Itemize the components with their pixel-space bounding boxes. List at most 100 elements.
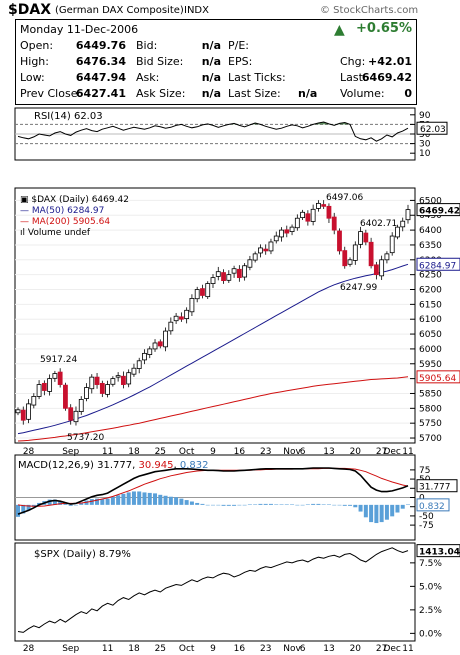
x-axis-label-bottom: 16 (234, 644, 246, 654)
macd-histogram-bar (116, 495, 121, 505)
quote-label: Last: (340, 71, 367, 84)
spx-last-box (416, 544, 460, 558)
close-box (416, 203, 460, 217)
candle (131, 367, 137, 375)
ma50-line (17, 263, 409, 435)
macd-histogram-bar (16, 504, 20, 517)
macd-histogram-bar (126, 492, 131, 505)
price-tick-label: 5800 (419, 404, 442, 414)
x-axis-label: 13 (323, 447, 334, 457)
macd-title: MACD(12,26,9) 31.777, 30.945, 0.832 (18, 460, 208, 471)
price-tick-label: 5750 (419, 419, 442, 429)
price-tick-label: 6500 (419, 196, 442, 206)
macd-histogram-bar (226, 504, 231, 506)
macd-histogram-bar (274, 504, 279, 505)
price-tick-label: 6150 (419, 300, 442, 310)
price-annotation: 6247.99 (340, 283, 377, 293)
candle (136, 360, 142, 369)
macd-tick-label: -50 (419, 512, 434, 522)
price-tick-label: 6050 (419, 330, 442, 340)
x-axis-label: 23 (260, 447, 271, 457)
ma200-line (17, 376, 409, 442)
spx-panel-frame (14, 542, 416, 642)
macd-histogram-bar (284, 504, 289, 505)
macd-histogram-bar (237, 504, 242, 506)
x-axis-label: 6 (300, 447, 306, 457)
x-axis-label-bottom: 23 (260, 644, 271, 654)
macd-histogram-bar (174, 497, 179, 505)
candle (326, 205, 332, 219)
macd-histogram-bar (400, 504, 405, 509)
candle (115, 375, 121, 378)
quote-value: n/a (201, 71, 221, 84)
x-axis-label-bottom: 11 (402, 644, 413, 654)
candle (363, 232, 369, 243)
candle (310, 208, 316, 222)
x-axis-label-bottom: 9 (210, 644, 216, 654)
quote-value: +42.01 (367, 55, 412, 68)
macd-histogram-bar (253, 504, 258, 505)
macd-histogram-bar (195, 502, 200, 505)
candle (284, 229, 290, 234)
macd-histogram-bar (268, 503, 273, 505)
x-axis-label: 18 (128, 447, 140, 457)
quote-value: 6447.94 (75, 71, 126, 84)
x-axis-label: Dec (383, 447, 400, 457)
candle (242, 265, 248, 278)
ma200-last-value: 5905.64 (419, 374, 456, 384)
change-percent: +0.65% (356, 21, 412, 36)
macd-last-value: 31.777 (419, 483, 451, 493)
spx-line (17, 547, 409, 633)
x-axis-label: 28 (23, 447, 35, 457)
candle (20, 409, 26, 421)
price-panel-frame (14, 187, 416, 444)
macd-histogram-bar (311, 503, 316, 505)
macd-histogram-bar (316, 503, 321, 505)
macd-histogram-bar (37, 502, 42, 505)
macd-histogram-bar (147, 492, 152, 505)
price-tick-label: 5850 (419, 389, 442, 399)
candle (305, 213, 311, 222)
macd-histogram-bar (58, 501, 63, 505)
candle (210, 277, 216, 284)
macd-histogram-bar (121, 493, 126, 505)
x-axis-label: Sep (62, 447, 79, 457)
macd-histogram-bar (221, 504, 226, 506)
macd-histogram-bar (374, 504, 379, 524)
candle (352, 244, 358, 261)
x-axis-label: 16 (234, 447, 246, 457)
macd-signal-line (17, 467, 409, 507)
candle (73, 410, 79, 423)
macd-histogram-bar (406, 504, 410, 505)
candle (316, 202, 321, 209)
macd-histogram-bar (390, 504, 395, 517)
macd-histogram-bar (158, 494, 163, 505)
macd-histogram-bar (68, 504, 73, 506)
rsi-panel: RSI(14) 62.03 907050301062.03 (14, 107, 448, 161)
candle (41, 382, 47, 391)
candle (52, 373, 58, 379)
spx-tick-label: 5.0% (419, 582, 442, 592)
quote-label: Prev Close: (20, 87, 82, 100)
macd-histogram-bar (95, 498, 100, 505)
candle (121, 375, 126, 385)
quote-value: n/a (298, 87, 318, 100)
quote-value: 6469.42 (361, 71, 412, 84)
macd-histogram-bar (131, 491, 136, 505)
macd-histogram-bar (52, 499, 57, 505)
macd-tick-label: -75 (419, 521, 434, 531)
macd-histogram-bar (342, 504, 347, 506)
price-annotation: 5737.20 (67, 433, 104, 443)
macd-histogram-bar (89, 499, 94, 505)
candle (215, 271, 221, 277)
macd-histogram-bar (263, 503, 268, 505)
macd-histogram-bar (305, 504, 310, 505)
candle (226, 274, 232, 281)
quote-label: Low: (20, 71, 45, 84)
macd-histogram-bar (110, 496, 115, 505)
price-tick-label: 6350 (419, 241, 442, 251)
macd-hist-last-box (416, 498, 450, 512)
macd-histogram-bar (26, 504, 31, 511)
macd-histogram-bar (384, 504, 389, 520)
